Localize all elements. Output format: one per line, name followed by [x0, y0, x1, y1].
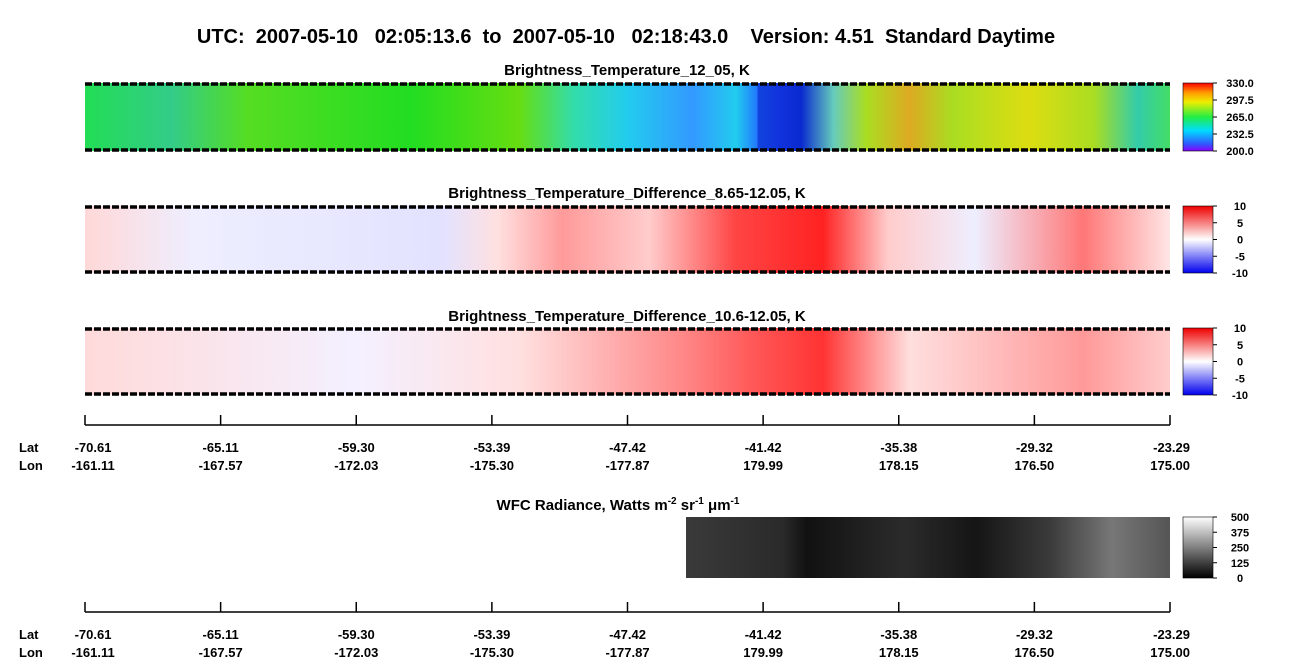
swath-image [85, 206, 1170, 273]
superscript: -2 [668, 496, 677, 507]
colorbar-label: 0 [1237, 357, 1243, 369]
lat-label: -29.32 [1016, 440, 1053, 455]
lon-label: 176.50 [1014, 458, 1054, 473]
axis-label: Lon [19, 645, 43, 660]
title-part: sr [677, 497, 696, 514]
colorbar-label: 375 [1231, 527, 1249, 539]
panels: Brightness_Temperature_12_05, K 330.0 297.… [19, 62, 1254, 660]
lat-label: -47.42 [609, 627, 646, 642]
wfc-image [686, 517, 1170, 578]
lon-label: 179.99 [743, 645, 783, 660]
lon-label: -172.03 [334, 645, 378, 660]
colorbar-label: 200.0 [1226, 146, 1254, 158]
panel-title: Brightness_Temperature_Difference_8.65-1… [448, 185, 806, 202]
colorbar-label: -10 [1232, 390, 1248, 402]
swath-image [85, 328, 1170, 395]
panel-title: Brightness_Temperature_12_05, K [504, 62, 750, 79]
colorbar [1182, 327, 1214, 396]
lon-label: 175.00 [1150, 645, 1190, 660]
panel-title: WFC Radiance, Watts m-2 sr-1 μm-1 [497, 496, 740, 514]
colorbar-label: 10 [1234, 201, 1246, 213]
colorbar-label: -5 [1235, 251, 1245, 263]
lon-label: -161.11 [71, 645, 114, 660]
lat-label: -35.38 [880, 440, 917, 455]
lat-label: -41.42 [745, 627, 782, 642]
lon-label: 178.15 [879, 645, 919, 660]
colorbar [1182, 205, 1214, 274]
lat-label: -70.61 [75, 440, 112, 455]
swath-image [85, 83, 1170, 151]
colorbar-label: 125 [1231, 558, 1249, 570]
lat-label: -59.30 [338, 440, 375, 455]
lat-label: -65.11 [203, 627, 239, 642]
colorbar-label: 232.5 [1226, 129, 1254, 141]
lon-label: 176.50 [1014, 645, 1054, 660]
lat-label: -47.42 [609, 440, 646, 455]
lat-label: -35.38 [880, 627, 917, 642]
lon-label: -167.57 [199, 458, 243, 473]
superscript: -1 [731, 496, 740, 507]
axis-label: Lat [19, 627, 39, 642]
colorbar-label: 10 [1234, 323, 1246, 335]
lat-label: -53.39 [473, 627, 510, 642]
lon-label: 179.99 [743, 458, 783, 473]
lat-label: -23.29 [1153, 627, 1190, 642]
lat-label: -70.61 [75, 627, 112, 642]
axis-label: Lon [19, 458, 43, 473]
lon-label: -175.30 [470, 458, 514, 473]
colorbar-label: 297.5 [1226, 95, 1254, 107]
colorbar-label: 265.0 [1226, 112, 1254, 124]
lon-label: -172.03 [334, 458, 378, 473]
title-part: WFC Radiance, Watts m [497, 497, 668, 514]
figure-title: UTC: 2007-05-10 02:05:13.6 to 2007-05-10… [197, 26, 1055, 48]
lon-label: -167.57 [199, 645, 243, 660]
title-part: μm [704, 497, 731, 514]
colorbar-label: -10 [1232, 268, 1248, 280]
lon-label: -161.11 [71, 458, 114, 473]
lon-label: 178.15 [879, 458, 919, 473]
superscript: -1 [695, 496, 704, 507]
colorbar-label: 5 [1237, 218, 1243, 230]
lat-label: -23.29 [1153, 440, 1190, 455]
colorbar-label: 0 [1237, 573, 1243, 585]
lon-label: -177.87 [605, 458, 649, 473]
colorbar-label: 500 [1231, 512, 1249, 524]
lat-label: -53.39 [473, 440, 510, 455]
colorbar-label: 330.0 [1226, 78, 1254, 90]
colorbar-label: 250 [1231, 543, 1249, 555]
lon-label: -177.87 [605, 645, 649, 660]
colorbar-label: 0 [1237, 235, 1243, 247]
colorbar [1182, 516, 1214, 579]
colorbar-label: -5 [1235, 373, 1245, 385]
colorbar-label: 5 [1237, 340, 1243, 352]
lat-label: -41.42 [745, 440, 782, 455]
lon-label: -175.30 [470, 645, 514, 660]
lon-label: 175.00 [1150, 458, 1190, 473]
lat-label: -29.32 [1016, 627, 1053, 642]
colorbar [1182, 82, 1214, 152]
lat-label: -59.30 [338, 627, 375, 642]
axis-label: Lat [19, 440, 39, 455]
lat-label: -65.11 [203, 440, 239, 455]
panel-title: Brightness_Temperature_Difference_10.6-1… [448, 308, 806, 325]
